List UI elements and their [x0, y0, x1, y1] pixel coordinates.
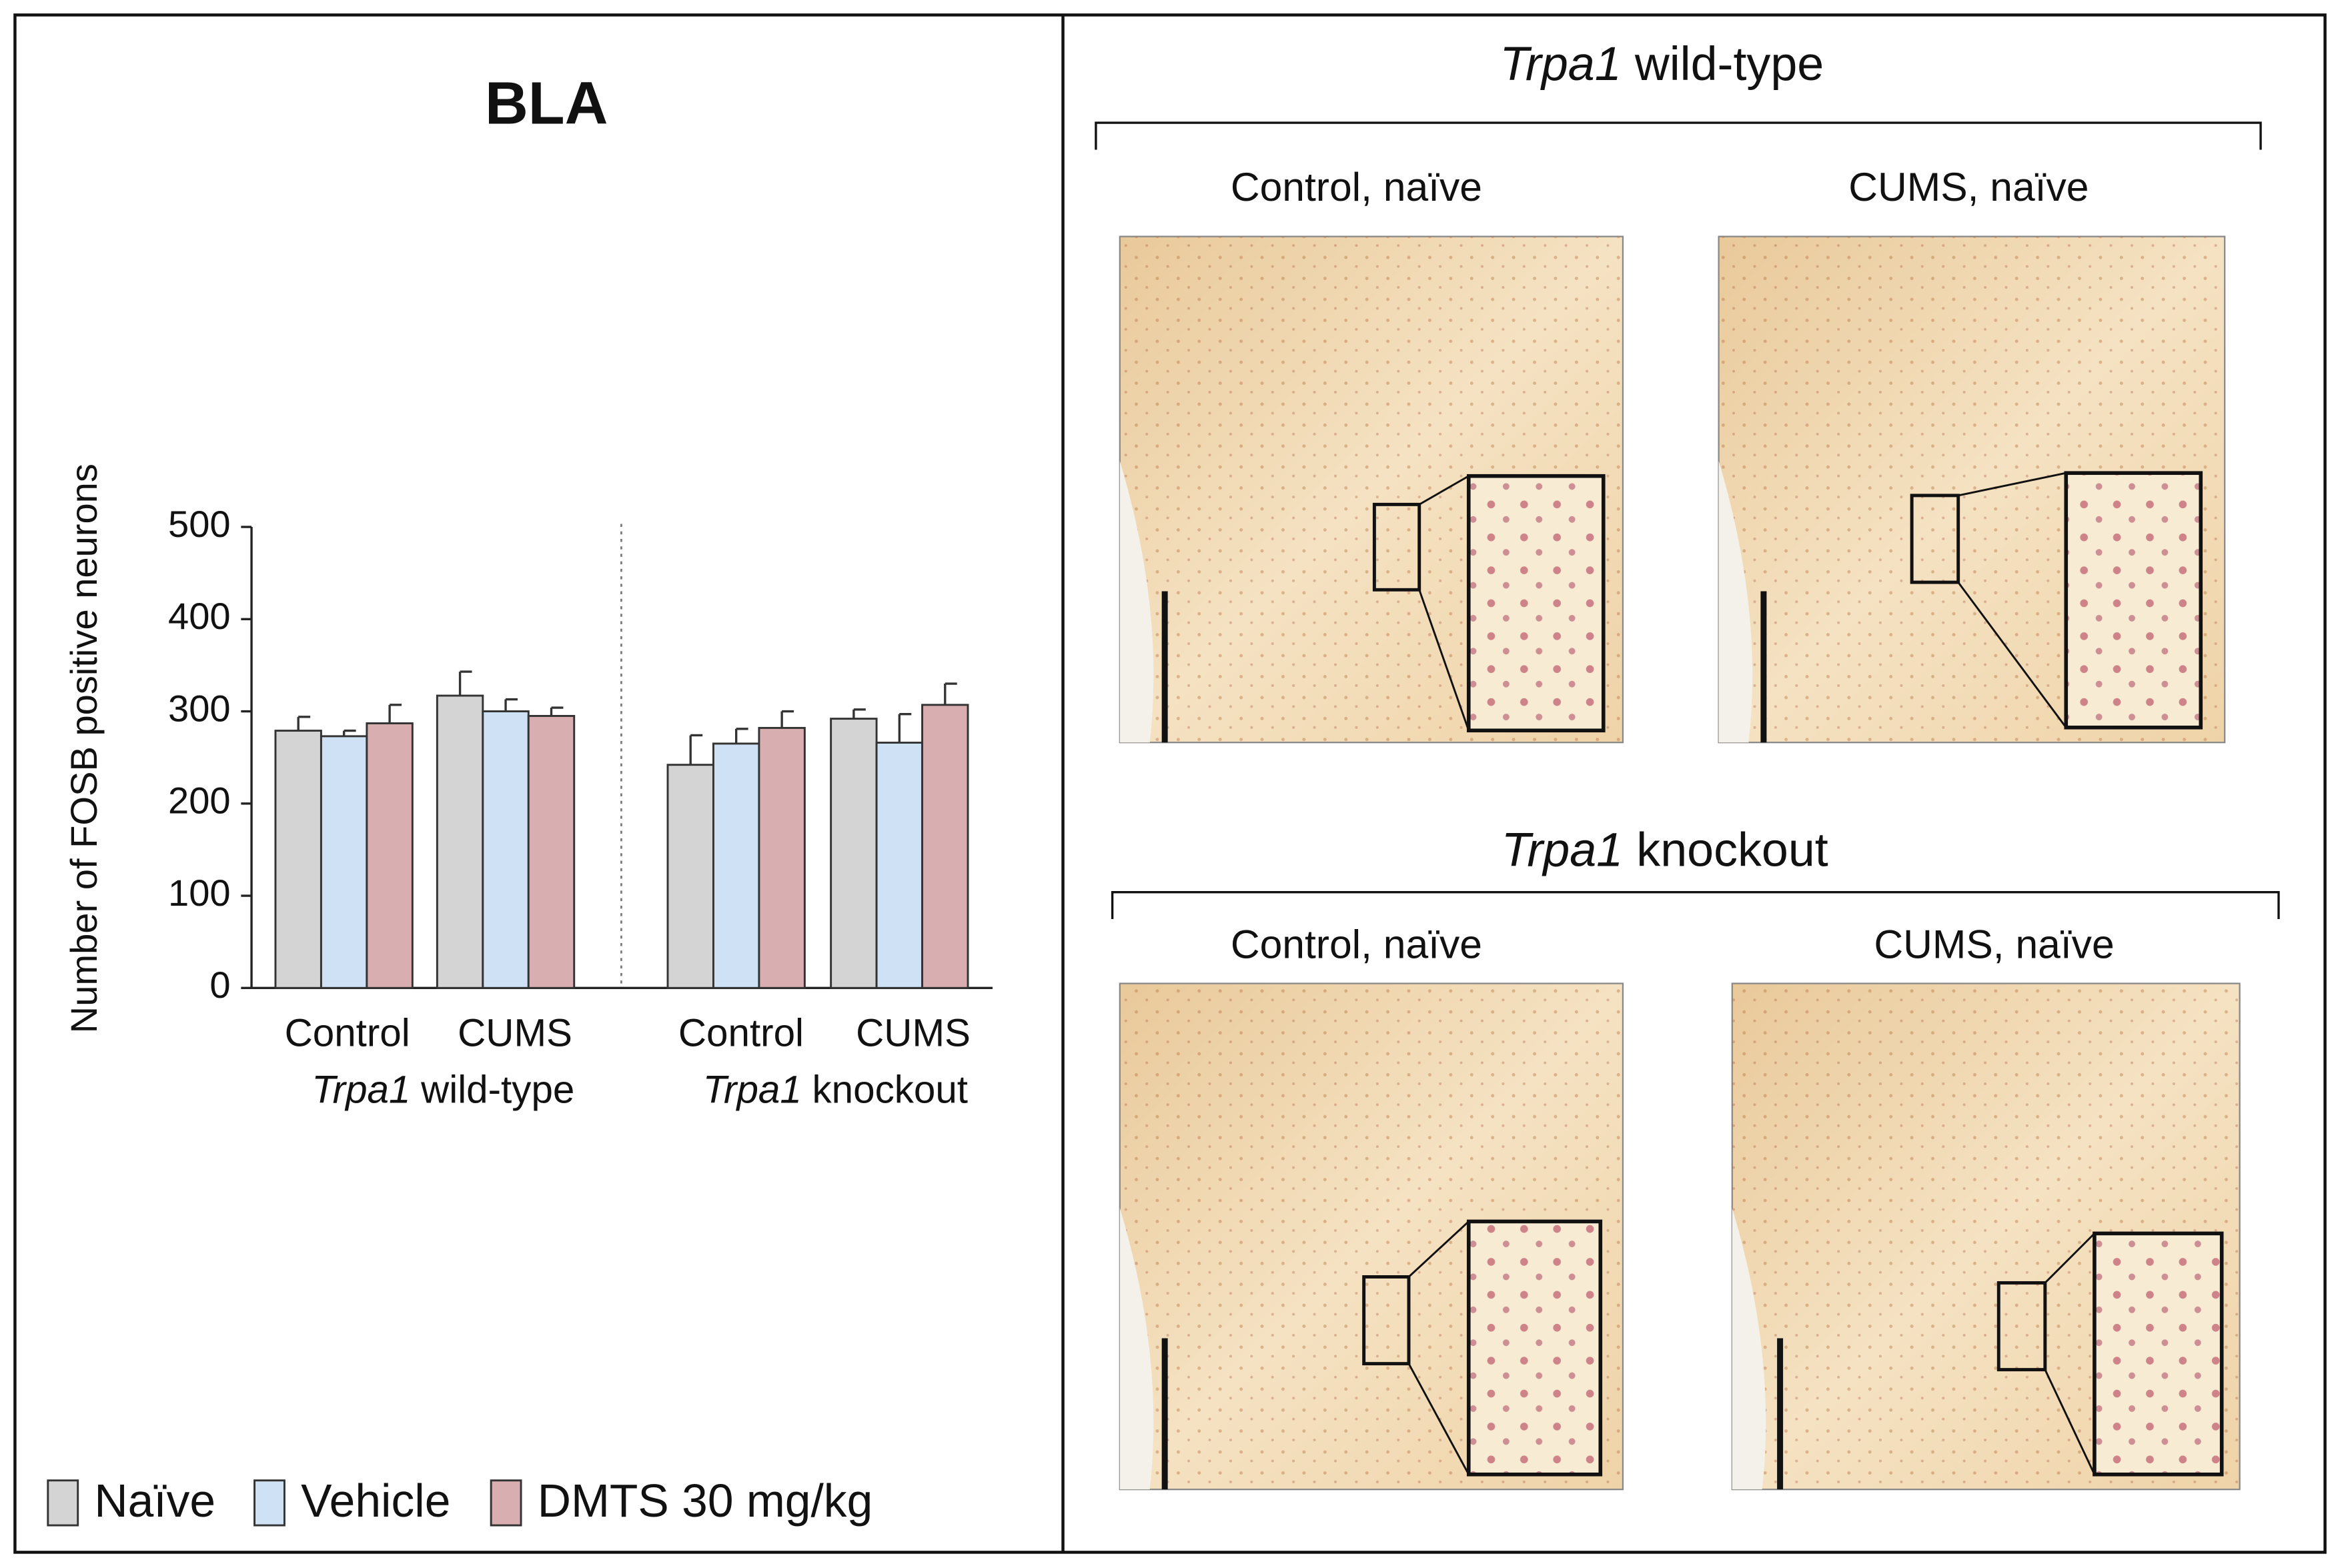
group-label: Trpa1 wild-type — [312, 1068, 574, 1112]
error-bar — [550, 706, 564, 716]
tissue-edge — [1718, 461, 1753, 743]
zoom-box — [1996, 1281, 2047, 1372]
legend-swatch — [47, 1479, 79, 1527]
y-tick-label: 300 — [168, 687, 231, 729]
zoom-lines — [1418, 475, 1470, 731]
legend-label: Vehicle — [301, 1475, 450, 1527]
y-tick-label: 100 — [168, 872, 231, 914]
x-tick-label: Control — [285, 1012, 410, 1055]
error-bar — [852, 708, 866, 719]
bar — [366, 722, 414, 989]
bar — [436, 694, 484, 989]
y-tick-label: 200 — [168, 780, 231, 822]
error-bar — [297, 716, 311, 731]
zoom-inset — [2064, 471, 2203, 730]
y-axis-label: Number of FOSB positive neurons — [63, 464, 105, 1033]
error-bar — [504, 698, 518, 712]
zoom-box — [1362, 1275, 1411, 1366]
bar — [666, 764, 714, 989]
bar — [758, 726, 806, 989]
image-label: Control, naïve — [1231, 922, 1482, 967]
x-tick-label: Control — [678, 1012, 804, 1055]
error-bar — [944, 682, 957, 705]
panel-title: Trpa1 knockout — [1502, 823, 1828, 876]
chart-title: BLA — [485, 70, 608, 137]
bracket — [1095, 121, 2262, 150]
error-bar — [388, 704, 402, 724]
x-tick-label: CUMS — [856, 1012, 971, 1055]
y-tick-label: 500 — [168, 503, 231, 545]
legend-swatch — [490, 1479, 522, 1527]
bar — [527, 714, 576, 989]
legend-label: Naïve — [94, 1475, 215, 1527]
error-bar — [735, 728, 748, 744]
bar — [274, 730, 322, 989]
error-bar — [458, 670, 472, 696]
zoom-lines — [1957, 472, 2067, 728]
image-label: CUMS, naïve — [1848, 164, 2089, 209]
zoom-lines — [2044, 1233, 2096, 1475]
image-label: CUMS, naïve — [1874, 922, 2114, 967]
micrographs: Trpa1 wild-type Control, naïve CUMS, naïv… — [1095, 37, 2280, 1491]
zoom-box — [1372, 502, 1421, 592]
zoom-inset — [1466, 474, 1606, 733]
zoom-lines — [1407, 1221, 1470, 1475]
bar — [482, 710, 530, 989]
x-tick-label: CUMS — [458, 1012, 572, 1055]
bracket — [1111, 890, 2280, 920]
panel-title: Trpa1 wild-type — [1500, 37, 1824, 91]
legend-label: DMTS 30 mg/kg — [538, 1475, 873, 1527]
error-bar — [689, 734, 703, 765]
tissue-edge — [1732, 1208, 1766, 1490]
bar — [320, 735, 368, 989]
bar — [921, 704, 969, 989]
error-bar — [780, 710, 794, 728]
bar — [830, 718, 878, 989]
frame — [13, 13, 2327, 1554]
image-label: Control, naïve — [1231, 164, 1482, 209]
tissue-edge — [1119, 461, 1154, 743]
zoom-inset — [2093, 1231, 2224, 1477]
y-tick-label: 400 — [168, 595, 231, 637]
bar — [875, 742, 924, 989]
error-bar — [898, 712, 912, 743]
zoom-inset — [1466, 1219, 1603, 1477]
group-label: Trpa1 knockout — [703, 1068, 968, 1112]
legend-swatch — [253, 1479, 285, 1527]
tissue-edge — [1119, 1208, 1154, 1490]
y-tick-label: 0 — [209, 964, 230, 1006]
zoom-box — [1910, 494, 1960, 584]
bar — [712, 742, 760, 989]
